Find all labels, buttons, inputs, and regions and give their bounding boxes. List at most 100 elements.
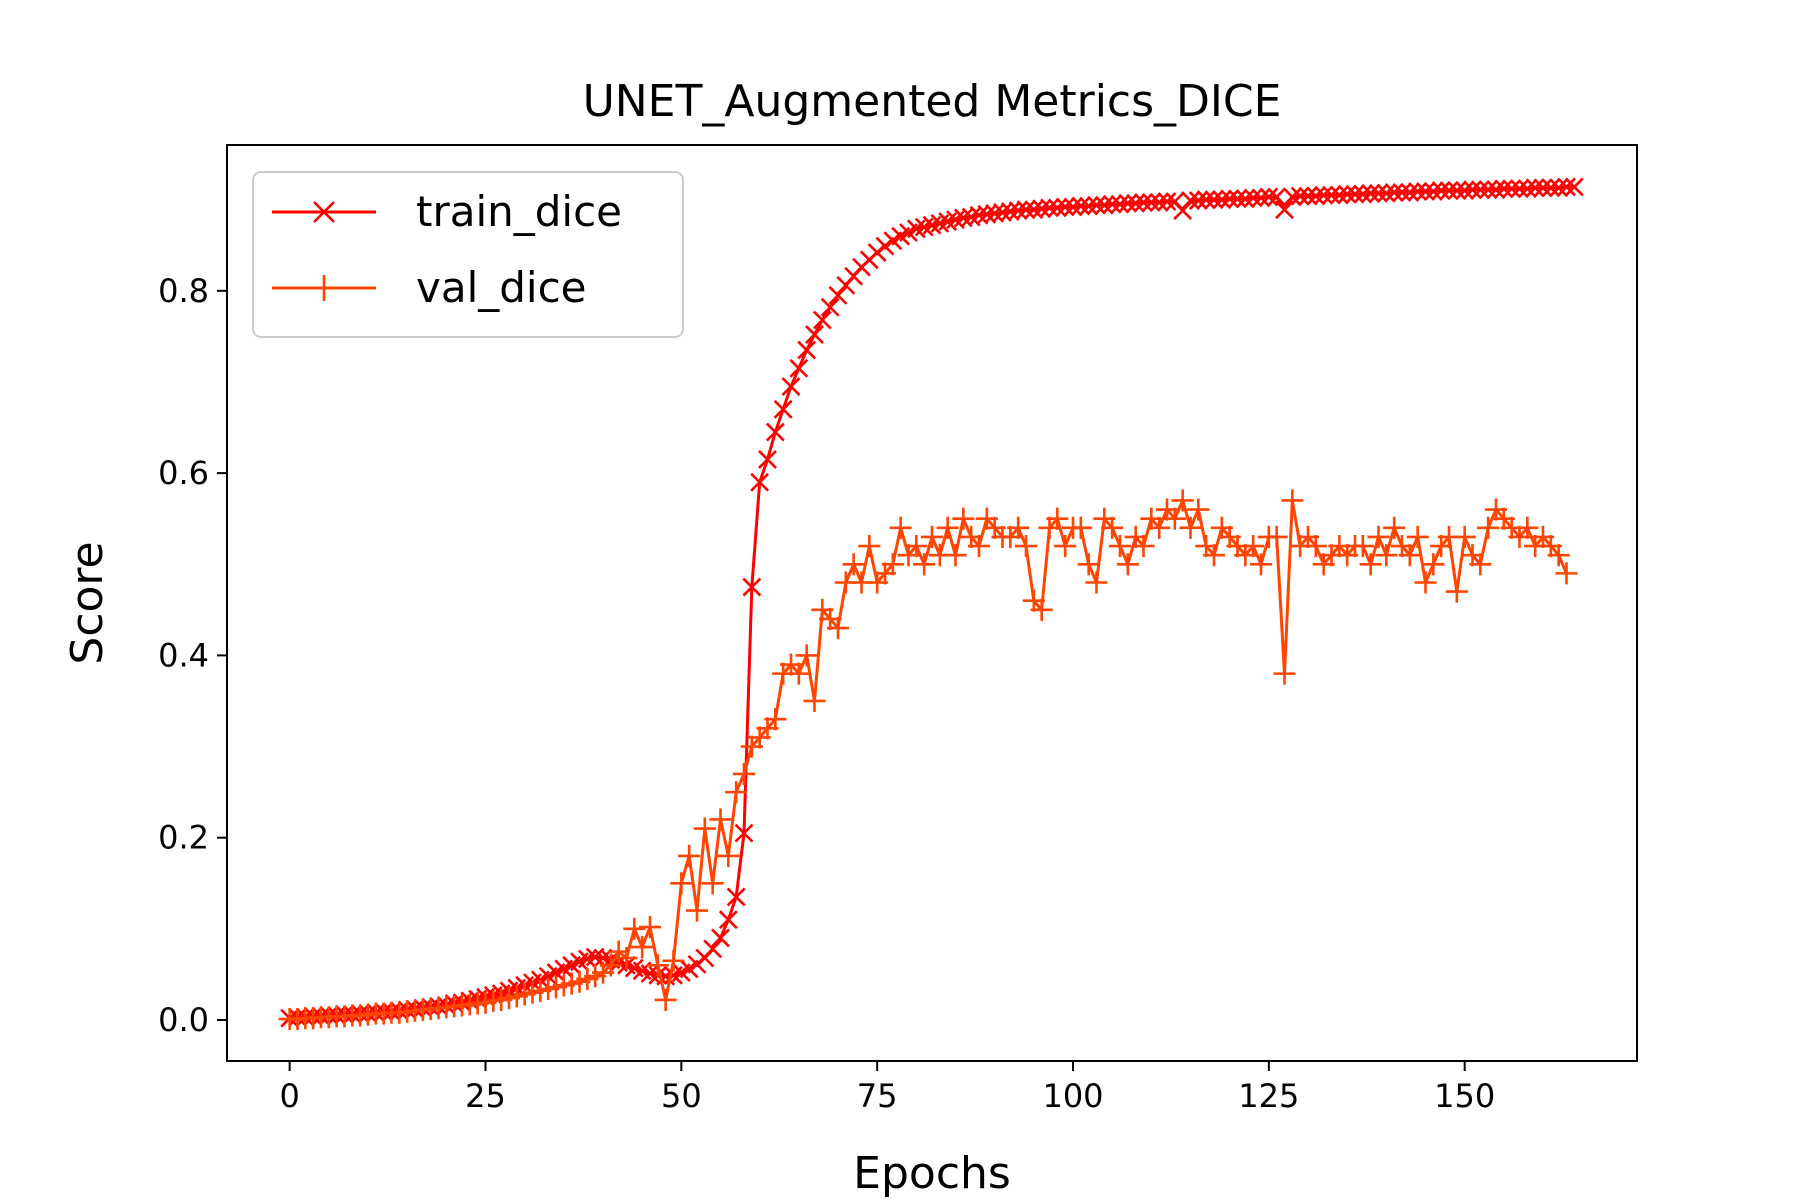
series-layer (278, 177, 1584, 1031)
data-point-train-dice (1126, 193, 1146, 213)
data-point-train-dice (1345, 184, 1365, 204)
data-point-train-dice (1008, 201, 1028, 221)
data-point-train-dice (797, 340, 817, 360)
chart-title: UNET_Augmented Metrics_DICE (583, 76, 1282, 127)
data-point-train-dice (726, 887, 746, 907)
data-point-train-dice (1439, 181, 1459, 200)
data-point-val-dice (1116, 553, 1139, 576)
legend-marker-symbol (313, 201, 335, 223)
data-point-train-dice (1423, 182, 1443, 201)
data-point-train-dice (758, 450, 777, 469)
y-tick-label: 0.2 (158, 819, 209, 857)
data-point-train-dice (977, 204, 997, 224)
data-point-val-dice (1547, 544, 1570, 567)
data-point-train-dice (1016, 200, 1036, 220)
data-point-val-dice (1101, 516, 1124, 539)
data-point-train-dice (1337, 184, 1357, 204)
data-point-val-dice (952, 507, 975, 530)
data-point-val-dice (826, 617, 850, 640)
data-point-train-dice (1510, 179, 1529, 199)
data-point-train-dice (1149, 193, 1169, 212)
data-point-val-dice (1469, 553, 1492, 576)
x-tick-label: 100 (1042, 1077, 1103, 1115)
data-point-val-dice (1030, 598, 1053, 621)
data-point-val-dice (795, 644, 818, 667)
data-point-train-dice (820, 297, 840, 317)
data-point-train-dice (1032, 199, 1052, 219)
data-point-val-dice (881, 553, 904, 576)
data-point-val-dice (1163, 507, 1186, 530)
data-point-val-dice (678, 844, 701, 867)
data-point-val-dice (1304, 534, 1327, 558)
legend-label-train-dice: train_dice (416, 187, 622, 236)
data-point-train-dice (703, 939, 723, 959)
data-point-train-dice (1188, 191, 1208, 211)
data-point-train-dice (1502, 179, 1522, 199)
data-point-val-dice (1242, 534, 1265, 558)
data-point-train-dice (1259, 187, 1279, 207)
data-point-train-dice (828, 285, 848, 305)
data-point-val-dice (599, 954, 622, 977)
data-point-train-dice (1204, 190, 1224, 210)
data-point-train-dice (1087, 195, 1106, 215)
legend-marker-symbol (311, 275, 337, 301)
data-point-train-dice (773, 399, 793, 419)
data-point-val-dice (1453, 525, 1476, 548)
data-point-val-dice (654, 988, 677, 1011)
plot-frame (226, 144, 1638, 1062)
data-point-val-dice (936, 516, 959, 539)
data-point-train-dice (812, 310, 832, 330)
data-point-val-dice (944, 544, 967, 567)
data-point-val-dice (1383, 516, 1406, 539)
data-point-train-dice (1369, 183, 1388, 203)
data-point-train-dice (781, 377, 801, 396)
data-point-train-dice (734, 823, 754, 843)
data-point-val-dice (1108, 534, 1132, 558)
data-point-train-dice (993, 203, 1012, 222)
data-point-val-dice (1265, 525, 1288, 548)
data-point-val-dice (1398, 544, 1421, 567)
y-tick-label: 0.0 (158, 1001, 209, 1039)
data-point-train-dice (1118, 193, 1138, 213)
data-point-train-dice (1110, 194, 1130, 214)
data-point-val-dice (764, 708, 787, 731)
data-point-train-dice (1549, 178, 1569, 198)
x-tick-label: 50 (661, 1077, 702, 1115)
data-point-val-dice (1516, 516, 1539, 539)
data-point-train-dice (1228, 189, 1247, 209)
data-point-train-dice (1408, 182, 1428, 201)
data-point-train-dice (1314, 185, 1334, 205)
data-point-train-dice (1361, 183, 1381, 203)
data-point-train-dice (953, 208, 973, 228)
data-point-val-dice (1069, 516, 1092, 539)
data-point-val-dice (1054, 534, 1077, 558)
data-point-val-dice (615, 946, 638, 970)
data-point-train-dice (1306, 186, 1326, 206)
data-point-val-dice (803, 689, 826, 713)
data-point-val-dice (732, 762, 756, 785)
legend-label-val-dice: val_dice (416, 263, 587, 312)
data-point-val-dice (670, 872, 693, 895)
data-point-train-dice (1431, 181, 1451, 200)
data-point-train-dice (718, 910, 738, 930)
y-axis: 0.0 0.2 0.4 0.6 0.8 (158, 272, 227, 1039)
data-point-train-dice (1079, 196, 1099, 216)
data-point-train-dice (1063, 197, 1083, 217)
data-point-val-dice (1555, 562, 1578, 585)
data-point-train-dice (1392, 182, 1412, 202)
data-point-train-dice (1322, 185, 1341, 205)
data-point-train-dice (1463, 180, 1482, 200)
y-tick-label: 0.8 (158, 272, 209, 310)
data-point-val-dice (1422, 553, 1445, 576)
series-val-dice (278, 489, 1578, 1031)
data-point-val-dice (623, 917, 646, 940)
data-point-val-dice (1414, 571, 1437, 594)
data-point-train-dice (1040, 198, 1059, 218)
data-point-val-dice (1249, 553, 1273, 576)
data-point-val-dice (1281, 489, 1304, 512)
data-point-val-dice (693, 817, 716, 840)
data-point-val-dice (662, 949, 685, 972)
data-point-val-dice (701, 872, 724, 895)
x-tick-label: 75 (857, 1077, 898, 1115)
